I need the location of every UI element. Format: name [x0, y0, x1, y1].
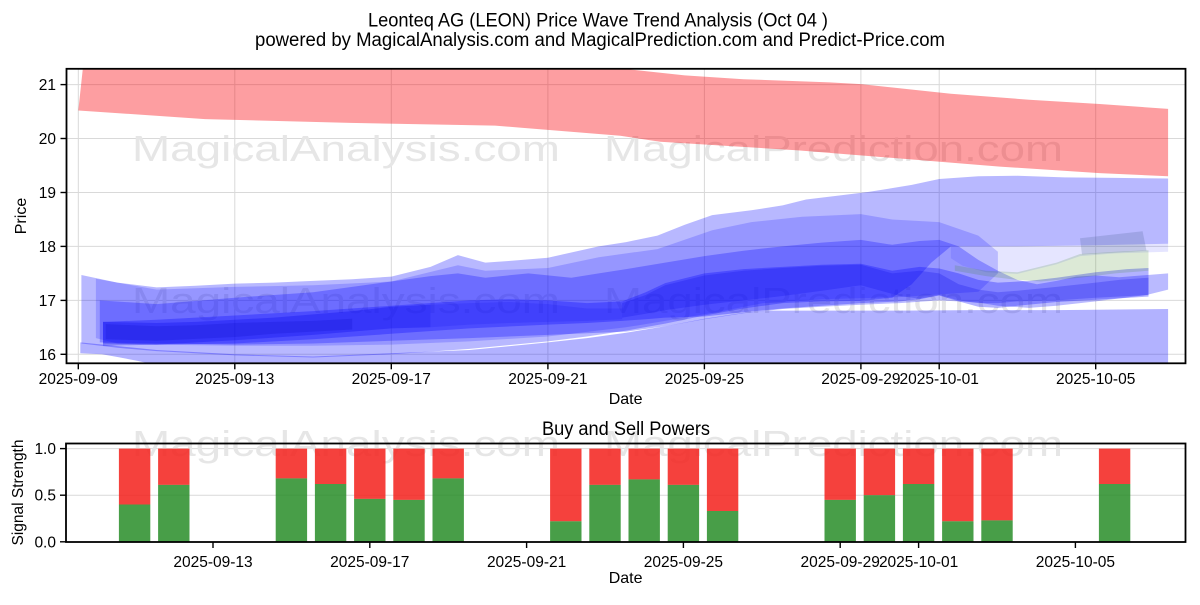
svg-text:18: 18 [39, 239, 56, 256]
svg-text:2025-09-29: 2025-09-29 [821, 371, 900, 388]
svg-text:powered by MagicalAnalysis.com: powered by MagicalAnalysis.com and Magic… [255, 30, 945, 51]
svg-text:2025-09-25: 2025-09-25 [644, 554, 723, 571]
svg-text:16: 16 [39, 347, 56, 364]
svg-text:1.0: 1.0 [34, 441, 56, 458]
svg-text:0.0: 0.0 [34, 534, 56, 551]
svg-text:MagicalPrediction.com: MagicalPrediction.com [604, 280, 1063, 321]
svg-text:2025-10-05: 2025-10-05 [1036, 554, 1115, 571]
svg-text:19: 19 [39, 185, 56, 202]
svg-text:2025-10-01: 2025-10-01 [879, 554, 958, 571]
svg-text:2025-09-13: 2025-09-13 [195, 371, 274, 388]
svg-text:2025-09-17: 2025-09-17 [352, 371, 431, 388]
svg-text:17: 17 [39, 293, 56, 310]
svg-text:Date: Date [609, 391, 643, 408]
svg-text:2025-09-17: 2025-09-17 [330, 554, 409, 571]
svg-text:Price: Price [13, 198, 30, 235]
svg-text:Leonteq AG (LEON) Price Wave T: Leonteq AG (LEON) Price Wave Trend Analy… [368, 11, 828, 32]
svg-text:2025-09-13: 2025-09-13 [173, 554, 252, 571]
svg-text:MagicalAnalysis.com: MagicalAnalysis.com [132, 128, 560, 169]
svg-text:2025-09-09: 2025-09-09 [39, 371, 118, 388]
svg-text:2025-09-21: 2025-09-21 [487, 554, 566, 571]
svg-text:Buy and Sell Powers: Buy and Sell Powers [542, 419, 710, 440]
svg-text:20: 20 [39, 131, 57, 148]
svg-text:2025-10-05: 2025-10-05 [1056, 371, 1135, 388]
svg-text:0.5: 0.5 [34, 488, 56, 505]
svg-text:2025-09-21: 2025-09-21 [508, 371, 587, 388]
svg-text:2025-10-01: 2025-10-01 [900, 371, 979, 388]
svg-text:21: 21 [39, 77, 56, 94]
svg-text:Signal Strength: Signal Strength [10, 440, 27, 546]
svg-text:2025-09-25: 2025-09-25 [665, 371, 744, 388]
svg-text:MagicalPrediction.com: MagicalPrediction.com [604, 128, 1063, 169]
svg-text:2025-09-29: 2025-09-29 [801, 554, 880, 571]
svg-text:Date: Date [609, 570, 643, 587]
svg-text:MagicalAnalysis.com: MagicalAnalysis.com [132, 280, 560, 321]
